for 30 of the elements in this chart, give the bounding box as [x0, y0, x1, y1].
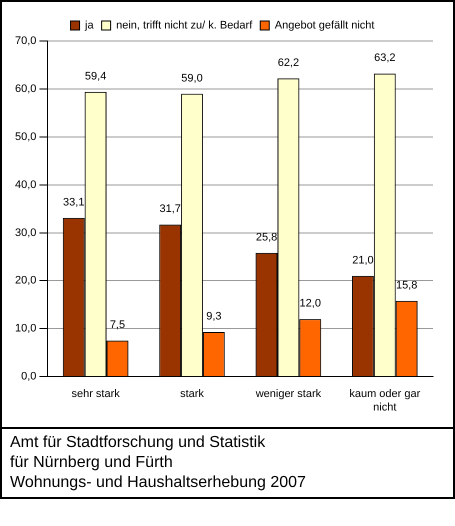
data-label: 12,0 [300, 298, 321, 310]
legend-label: Angebot gefällt nicht [274, 20, 374, 32]
data-label: 21,0 [352, 254, 374, 266]
text: für Nürnberg und Fürth [10, 453, 174, 473]
data-label: 31,7 [159, 203, 181, 216]
y-tick-label: 30,0 [14, 226, 36, 239]
data-label: 63,2 [374, 52, 396, 64]
data-label: 25,8 [256, 231, 278, 244]
data-label: 59,4 [84, 70, 106, 82]
y-tick-label: 0,0 [21, 370, 36, 383]
text: Wohnungs- und Haushaltserhebung 2007 [10, 473, 307, 493]
y-tick-label: 20,0 [14, 274, 36, 287]
data-label: 15,8 [396, 279, 418, 292]
y-tick-label: 70,0 [14, 35, 36, 48]
legend-label: ja [84, 20, 94, 32]
text: Amt für Stadtforschung und Statistik [10, 433, 266, 453]
y-tick-label: 60,0 [14, 82, 36, 95]
x-tick-label: kaum oder gar nicht [349, 388, 421, 414]
x-tick-label: stark [180, 388, 204, 400]
y-tick-label: 10,0 [14, 322, 36, 335]
y-tick-label: 50,0 [14, 130, 36, 143]
data-label: 59,0 [181, 72, 203, 84]
x-tick-label: sehr stark [71, 388, 120, 400]
x-tick-label: weniger stark [254, 388, 322, 400]
y-tick-label: 40,0 [14, 178, 36, 191]
data-label: 33,1 [63, 196, 84, 208]
data-label: 7,5 [110, 319, 126, 332]
data-label: 62,2 [278, 56, 300, 69]
legend-label: nein, trifft nicht zu/ k. Bedarf [116, 20, 254, 32]
data-label: 9,3 [206, 310, 222, 323]
